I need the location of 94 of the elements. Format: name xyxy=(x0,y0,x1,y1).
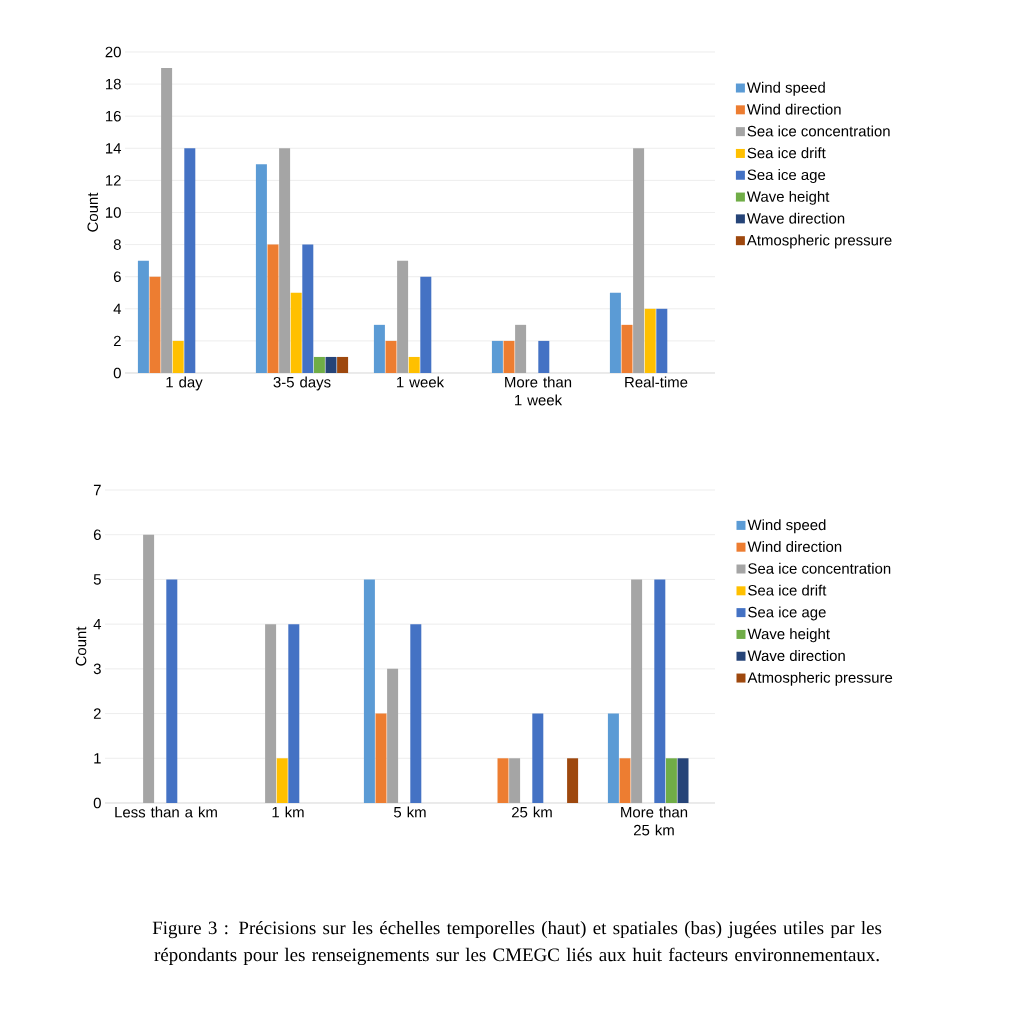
x-tick-label: More than 25 km xyxy=(621,806,688,836)
legend-label: Atmospheric pressure xyxy=(746,234,892,249)
y-tick-label: 2 xyxy=(113,335,121,347)
bar xyxy=(288,624,300,803)
bar xyxy=(408,356,420,373)
legend-label: Wind speed xyxy=(747,519,826,534)
legend-label: Sea ice age xyxy=(748,606,826,621)
legend-label: Sea ice drift xyxy=(748,584,827,596)
x-tick-label: 3-5 days xyxy=(273,376,331,391)
y-tick-label: 0 xyxy=(113,367,121,379)
legend-label: Wave direction xyxy=(746,212,845,224)
y-tick-label: 1 xyxy=(94,753,101,764)
bar xyxy=(267,244,279,373)
y-tick-label: 3 xyxy=(93,663,101,675)
bar xyxy=(633,148,645,373)
bar xyxy=(325,356,337,373)
y-axis-title: Count xyxy=(87,192,99,232)
bar xyxy=(609,292,621,373)
bar xyxy=(503,340,515,373)
legend-label: Wave direction xyxy=(747,650,845,662)
x-tick-label: Real-time xyxy=(625,376,688,388)
y-tick-label: 4 xyxy=(93,619,102,630)
bar xyxy=(337,356,349,373)
bar xyxy=(265,624,277,803)
bar xyxy=(621,324,633,373)
y-tick-label: 2 xyxy=(93,708,101,719)
legend-label: Wave height xyxy=(746,190,830,205)
legend-label: Wind direction xyxy=(746,103,841,115)
y-tick-label: 6 xyxy=(113,271,121,282)
bar xyxy=(509,758,521,803)
bar xyxy=(137,260,149,373)
x-tick-label: 5 km xyxy=(393,806,426,818)
bar xyxy=(656,308,668,373)
bar xyxy=(302,244,314,373)
x-tick-label: 25 km xyxy=(511,806,552,818)
bar xyxy=(387,668,399,803)
bar xyxy=(654,579,666,803)
legend-label: Wave height xyxy=(747,628,830,643)
y-tick-label: 8 xyxy=(113,239,121,250)
bar xyxy=(515,324,527,373)
bar xyxy=(538,340,550,373)
x-tick-label: More than 1 week xyxy=(505,376,572,406)
y-tick-label: 20 xyxy=(105,46,121,58)
bar xyxy=(420,276,432,373)
bar xyxy=(567,758,579,803)
x-tick-label: Less than a km xyxy=(115,806,217,818)
y-tick-label: 16 xyxy=(106,110,121,122)
y-axis-title: Count xyxy=(75,626,87,666)
bar xyxy=(665,758,677,803)
y-tick-label: 14 xyxy=(106,143,122,154)
legend-label: Sea ice age xyxy=(747,169,826,184)
x-tick-label: 1 week xyxy=(397,376,445,388)
bar xyxy=(161,68,173,373)
bar xyxy=(397,260,409,373)
y-tick-label: 12 xyxy=(106,175,121,186)
bar xyxy=(149,276,161,373)
bar xyxy=(497,758,509,803)
bar xyxy=(631,579,643,803)
legend-label: Sea ice concentration xyxy=(747,125,890,137)
x-tick-label: 1 day xyxy=(166,376,203,391)
bar xyxy=(166,579,178,803)
legend-label: Wind direction xyxy=(747,541,842,553)
bar xyxy=(143,534,155,803)
bar xyxy=(410,624,422,803)
bar xyxy=(172,340,184,373)
y-tick-label: 10 xyxy=(106,207,121,218)
bar xyxy=(607,713,619,803)
y-tick-label: 18 xyxy=(106,78,121,90)
y-tick-label: 5 xyxy=(93,574,101,585)
legend-label: Atmospheric pressure xyxy=(747,671,893,686)
bar xyxy=(375,713,387,803)
bar xyxy=(385,340,397,373)
bar xyxy=(644,308,656,373)
y-tick-label: 6 xyxy=(93,529,101,540)
bar xyxy=(491,340,503,373)
bar xyxy=(276,758,288,803)
bar xyxy=(373,324,385,373)
bar xyxy=(363,579,375,803)
bar xyxy=(532,713,544,803)
bar xyxy=(184,148,196,373)
y-tick-label: 0 xyxy=(93,797,101,809)
legend-label: Sea ice drift xyxy=(747,147,826,159)
x-tick-label: 1 km xyxy=(272,806,304,818)
caption: Figure 3 : Précisions sur les échelles temporelles (haut) et spatiales (bas) jugées utiles par les répondants pour les renseignements sur les CMEGC liés aux huit facteurs environnementaux. xyxy=(152,920,882,966)
bar xyxy=(619,758,631,803)
legend-label: Sea ice concentration xyxy=(748,562,891,574)
legend-label: Wind speed xyxy=(746,81,825,96)
bar xyxy=(279,148,291,373)
y-tick-label: 4 xyxy=(113,303,122,314)
bar xyxy=(313,356,325,373)
bar xyxy=(290,292,302,373)
bar xyxy=(255,164,267,373)
y-tick-label: 7 xyxy=(93,484,101,496)
bar xyxy=(677,758,689,803)
